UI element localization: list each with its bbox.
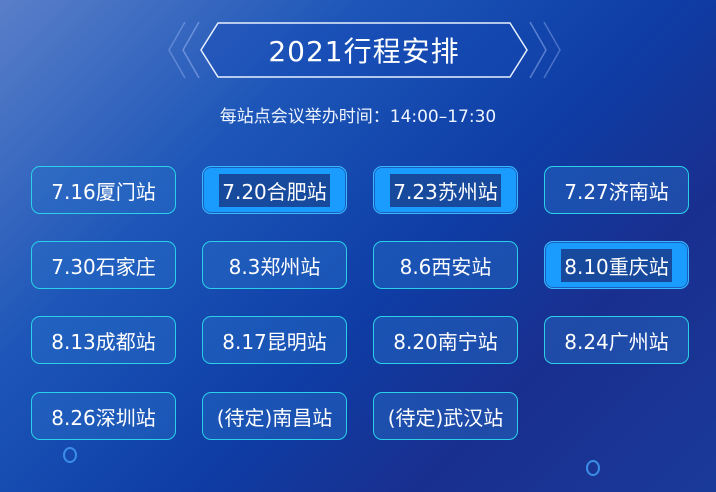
station-button[interactable]: 7.16厦门站 [31, 166, 176, 214]
station-button[interactable]: 8.20南宁站 [373, 316, 518, 364]
station-label: 8.26深圳站 [51, 405, 156, 430]
station-label: 7.23苏州站 [390, 173, 501, 207]
station-label: 8.3郑州站 [228, 254, 321, 279]
station-label: 8.24广州站 [564, 329, 669, 354]
station-button[interactable]: (待定)南昌站 [202, 392, 347, 440]
station-button[interactable]: 8.13成都站 [31, 316, 176, 364]
station-button[interactable]: 8.6西安站 [373, 241, 518, 289]
left-chevrons-decoration [168, 22, 200, 78]
circle-decoration [63, 447, 77, 463]
station-button[interactable]: 7.30石家庄 [31, 241, 176, 289]
station-label: 8.13成都站 [51, 329, 156, 354]
station-label: 7.20合肥站 [219, 173, 330, 207]
station-button[interactable]: 7.23苏州站 [373, 166, 518, 214]
station-button[interactable]: 8.10重庆站 [544, 241, 689, 289]
right-chevrons-decoration [529, 22, 561, 78]
page-title: 2021行程安排 [268, 35, 460, 68]
title-banner: 2021行程安排 [200, 22, 528, 78]
station-label: 7.16厦门站 [51, 179, 156, 204]
station-button[interactable]: 7.20合肥站 [202, 166, 347, 214]
station-label: 8.17昆明站 [222, 329, 327, 354]
station-label: 7.30石家庄 [51, 254, 156, 279]
meeting-time: 每站点会议举办时间：14:00–17:30 [219, 107, 497, 127]
station-button[interactable]: 8.3郑州站 [202, 241, 347, 289]
circle-decoration [586, 460, 600, 476]
station-label: 8.6西安站 [399, 254, 492, 279]
station-label: (待定)南昌站 [216, 405, 333, 430]
station-button[interactable]: 8.26深圳站 [31, 392, 176, 440]
station-button[interactable]: (待定)武汉站 [373, 392, 518, 440]
station-button[interactable]: 8.24广州站 [544, 316, 689, 364]
station-label: 7.27济南站 [564, 179, 669, 204]
station-label: 8.10重庆站 [561, 248, 672, 282]
station-button[interactable]: 7.27济南站 [544, 166, 689, 214]
station-button[interactable]: 8.17昆明站 [202, 316, 347, 364]
station-label: 8.20南宁站 [393, 329, 498, 354]
station-label: (待定)武汉站 [387, 405, 504, 430]
